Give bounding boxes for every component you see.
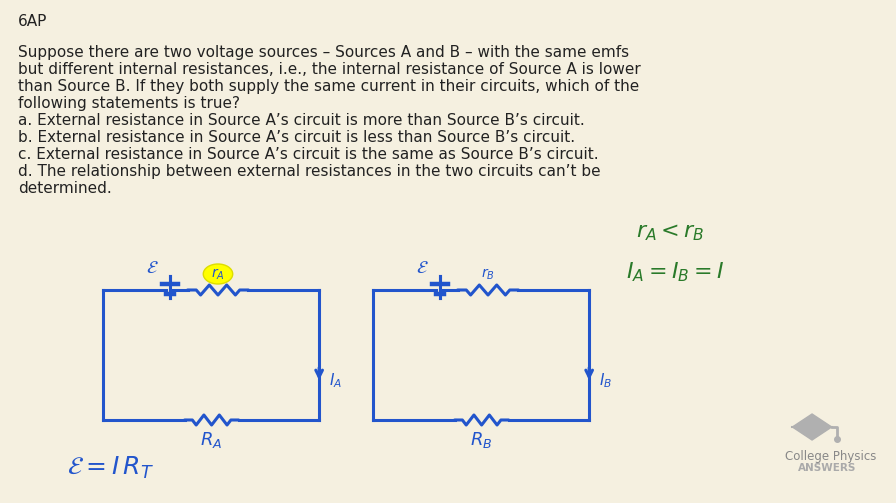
Text: Suppose there are two voltage sources – Sources A and B – with the same emfs: Suppose there are two voltage sources – … (18, 45, 629, 60)
Text: $r_A < r_B$: $r_A < r_B$ (636, 221, 705, 243)
Text: $r_B$: $r_B$ (481, 266, 495, 282)
Text: b. External resistance in Source A’s circuit is less than Source B’s circuit.: b. External resistance in Source A’s cir… (18, 130, 575, 145)
Text: College Physics: College Physics (785, 450, 876, 463)
Text: following statements is true?: following statements is true? (18, 96, 239, 111)
Text: $\mathcal{E}$: $\mathcal{E}$ (146, 259, 159, 277)
Text: $R_A$: $R_A$ (200, 430, 222, 450)
Text: $R_B$: $R_B$ (470, 430, 492, 450)
Polygon shape (792, 414, 831, 440)
Text: $I_A$: $I_A$ (329, 372, 342, 390)
Text: ANSWERS: ANSWERS (798, 463, 857, 473)
Ellipse shape (203, 264, 233, 284)
Text: $r_A$: $r_A$ (211, 266, 225, 282)
Text: $I_B$: $I_B$ (599, 372, 612, 390)
Text: c. External resistance in Source A’s circuit is the same as Source B’s circuit.: c. External resistance in Source A’s cir… (18, 147, 599, 162)
Text: $I_A = I_B = I$: $I_A = I_B = I$ (626, 260, 725, 284)
Text: but different internal resistances, i.e., the internal resistance of Source A is: but different internal resistances, i.e.… (18, 62, 641, 77)
Text: $\mathcal{E}$: $\mathcal{E}$ (416, 259, 428, 277)
Text: than Source B. If they both supply the same current in their circuits, which of : than Source B. If they both supply the s… (18, 79, 639, 94)
Text: determined.: determined. (18, 181, 111, 196)
Text: $\mathcal{E} = I\,R_T$: $\mathcal{E} = I\,R_T$ (67, 455, 154, 481)
Text: d. The relationship between external resistances in the two circuits can’t be: d. The relationship between external res… (18, 164, 600, 179)
Text: 6AP: 6AP (18, 14, 47, 29)
Text: a. External resistance in Source A’s circuit is more than Source B’s circuit.: a. External resistance in Source A’s cir… (18, 113, 584, 128)
